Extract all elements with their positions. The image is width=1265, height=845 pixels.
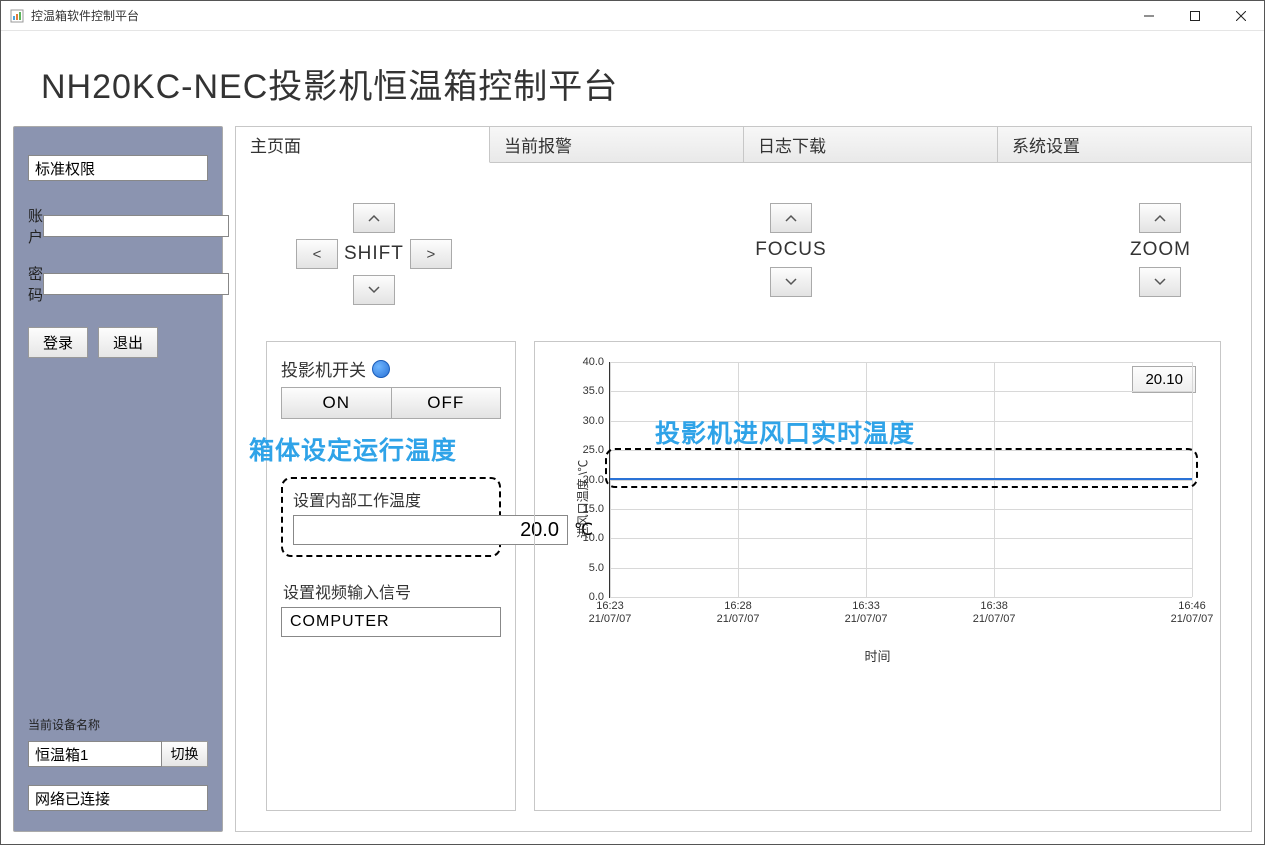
- video-input-field[interactable]: [281, 607, 501, 637]
- chart-ytick: 15.0: [583, 503, 610, 515]
- tabs: 主页面 当前报警 日志下载 系统设置: [236, 127, 1251, 163]
- focus-label: FOCUS: [755, 239, 827, 261]
- chevron-up-icon: [368, 214, 380, 222]
- zoom-group: ZOOM: [1130, 203, 1191, 305]
- tab-body: < SHIFT > FOCUS: [236, 163, 1251, 831]
- maximize-button[interactable]: [1172, 1, 1218, 31]
- chart-ylabel: 进风口温度 \℃: [574, 460, 591, 539]
- lower-row: 投影机开关 ON OFF 箱体设定运行温度 设置内部工作温度: [266, 341, 1221, 811]
- temperature-chart: 进风口温度 \℃ 0.05.010.015.020.025.030.035.04…: [549, 354, 1206, 644]
- app-icon: [9, 8, 25, 24]
- chart-series-line: [610, 478, 1192, 480]
- password-input[interactable]: [43, 273, 229, 295]
- main-panel: 主页面 当前报警 日志下载 系统设置 < SHIFT: [235, 126, 1252, 832]
- projector-switch-label: 投影机开关: [281, 356, 366, 381]
- login-button[interactable]: 登录: [28, 327, 88, 358]
- chart-ytick: 40.0: [583, 356, 610, 368]
- chart-ytick: 20.0: [583, 474, 610, 486]
- app-header: NH20KC-NEC投影机恒温箱控制平台: [1, 31, 1264, 126]
- shift-left-button[interactable]: <: [296, 239, 338, 269]
- chart-panel: 20.10 投影机进风口实时温度 进风口温度 \℃ 0.05.010.015.0…: [534, 341, 1221, 811]
- account-row: 账户: [28, 205, 208, 247]
- chart-xlabel: 时间: [549, 646, 1206, 665]
- chart-ytick: 25.0: [583, 444, 610, 456]
- account-label: 账户: [28, 205, 43, 247]
- set-temp-input[interactable]: [293, 515, 568, 545]
- sidebar: 标准权限 账户 密码 登录 退出 当前设备名称 恒温箱1 切换 网络已连接: [13, 126, 223, 832]
- overlay-realtime-temp: 投影机进风口实时温度: [655, 414, 915, 450]
- shift-label: SHIFT: [344, 243, 404, 265]
- chevron-down-icon: [1154, 278, 1166, 286]
- chart-ytick: 35.0: [583, 385, 610, 397]
- chart-xtick: 16:4621/07/07: [1171, 597, 1214, 626]
- tab-settings[interactable]: 系统设置: [998, 127, 1251, 162]
- overlay-set-temp: 箱体设定运行温度: [249, 431, 501, 467]
- zoom-label: ZOOM: [1130, 239, 1191, 261]
- permission-display: 标准权限: [28, 155, 208, 181]
- page-title: NH20KC-NEC投影机恒温箱控制平台: [41, 59, 1224, 108]
- network-status: 网络已连接: [28, 785, 208, 811]
- logout-button[interactable]: 退出: [98, 327, 158, 358]
- app-window: 控温箱软件控制平台 NH20KC-NEC投影机恒温箱控制平台 标准权限 账户: [0, 0, 1265, 845]
- shift-down-button[interactable]: [353, 275, 395, 305]
- chart-xtick: 16:2321/07/07: [589, 597, 632, 626]
- chart-plot: 0.05.010.015.020.025.030.035.040.016:232…: [609, 362, 1192, 598]
- chart-xtick: 16:2821/07/07: [717, 597, 760, 626]
- set-temp-label: 设置内部工作温度: [293, 487, 489, 511]
- zoom-up-button[interactable]: [1139, 203, 1181, 233]
- shift-right-button[interactable]: >: [410, 239, 452, 269]
- zoom-down-button[interactable]: [1139, 267, 1181, 297]
- device-label: 当前设备名称: [28, 716, 208, 733]
- titlebar: 控温箱软件控制平台: [1, 1, 1264, 31]
- shift-up-button[interactable]: [353, 203, 395, 233]
- focus-up-button[interactable]: [770, 203, 812, 233]
- device-name: 恒温箱1: [28, 741, 162, 767]
- account-input[interactable]: [43, 215, 229, 237]
- projector-on-button[interactable]: ON: [281, 387, 391, 419]
- password-label: 密码: [28, 263, 43, 305]
- minimize-button[interactable]: [1126, 1, 1172, 31]
- chevron-down-icon: [785, 278, 797, 286]
- set-temp-box: 设置内部工作温度 ℃: [281, 477, 501, 557]
- shift-group: < SHIFT >: [296, 203, 452, 305]
- content: 标准权限 账户 密码 登录 退出 当前设备名称 恒温箱1 切换 网络已连接: [1, 126, 1264, 844]
- window-title: 控温箱软件控制平台: [31, 7, 139, 24]
- chart-ytick: 5.0: [589, 562, 610, 574]
- close-button[interactable]: [1218, 1, 1264, 31]
- tab-log[interactable]: 日志下载: [744, 127, 998, 162]
- projector-panel: 投影机开关 ON OFF 箱体设定运行温度 设置内部工作温度: [266, 341, 516, 811]
- password-row: 密码: [28, 263, 208, 305]
- focus-group: FOCUS: [755, 203, 827, 305]
- video-input-label: 设置视频输入信号: [283, 579, 501, 603]
- power-led-icon: [372, 360, 390, 378]
- device-switch-button[interactable]: 切换: [162, 741, 208, 767]
- control-row: < SHIFT > FOCUS: [266, 203, 1221, 305]
- tab-alarm[interactable]: 当前报警: [490, 127, 744, 162]
- tab-main[interactable]: 主页面: [236, 127, 490, 163]
- chart-ytick: 30.0: [583, 415, 610, 427]
- chart-ytick: 10.0: [583, 532, 610, 544]
- chevron-up-icon: [785, 214, 797, 222]
- window-controls: [1126, 1, 1264, 31]
- chart-xtick: 16:3321/07/07: [845, 597, 888, 626]
- chevron-down-icon: [368, 286, 380, 294]
- focus-down-button[interactable]: [770, 267, 812, 297]
- projector-off-button[interactable]: OFF: [391, 387, 502, 419]
- chevron-up-icon: [1154, 214, 1166, 222]
- chart-xtick: 16:3821/07/07: [973, 597, 1016, 626]
